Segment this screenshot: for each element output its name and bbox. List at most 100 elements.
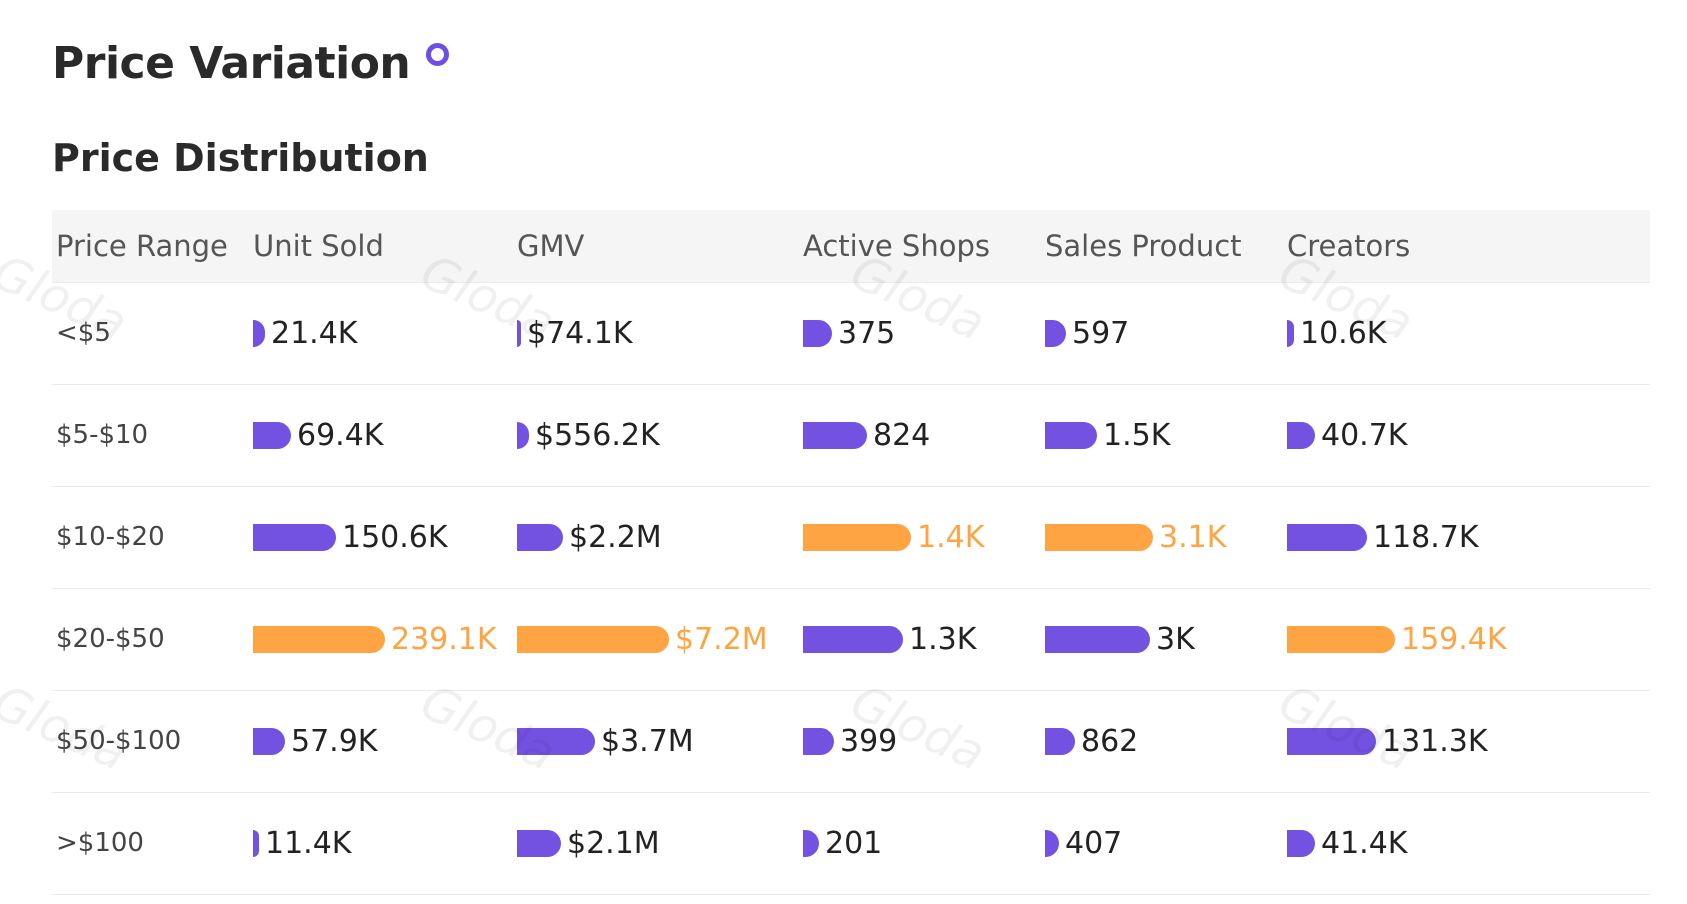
unit-sold-bar (253, 421, 291, 449)
price-range-label: $5-$10 (56, 420, 149, 450)
gmv-value: $2.2M (569, 519, 662, 555)
creators-value: 40.7K (1321, 417, 1408, 453)
table-header: Price Range Unit Sold GMV Active Shops Sales… (52, 210, 1650, 283)
active-shops-bar (803, 523, 911, 551)
sales-product-cell: 3K (1045, 589, 1195, 689)
gmv-bar (517, 829, 561, 857)
sales-product-cell: 3.1K (1045, 487, 1226, 587)
sales-product-value: 597 (1072, 315, 1130, 351)
creators-cell: 159.4K (1287, 589, 1507, 689)
creators-bar (1287, 523, 1367, 551)
active-shops-cell: 824 (803, 385, 930, 485)
sales-product-bar (1045, 727, 1075, 755)
gmv-bar (517, 727, 595, 755)
creators-cell: 118.7K (1287, 487, 1479, 587)
creators-bar (1287, 319, 1294, 347)
creators-cell: 40.7K (1287, 385, 1407, 485)
unit-sold-value: 57.9K (291, 723, 378, 759)
page-title-text: Price Variation (52, 38, 411, 89)
active-shops-bar (803, 829, 819, 857)
gmv-bar (517, 319, 521, 347)
creators-cell: 10.6K (1287, 283, 1386, 383)
unit-sold-bar (253, 319, 265, 347)
gmv-cell: $3.7M (517, 691, 694, 791)
active-shops-bar (803, 727, 834, 755)
active-shops-cell: 1.3K (803, 589, 976, 689)
active-shops-value: 1.3K (909, 621, 977, 657)
gmv-cell: $2.2M (517, 487, 662, 587)
unit-sold-bar (253, 625, 385, 653)
unit-sold-bar (253, 829, 259, 857)
column-header-creators: Creators (1287, 229, 1411, 263)
table-row: $5-$10 69.4K $556.2K 824 1.5K 40.7K (52, 385, 1650, 487)
column-header-price-range: Price Range (56, 229, 228, 263)
unit-sold-cell: 11.4K (253, 793, 351, 893)
column-header-sales-product: Sales Product (1045, 229, 1242, 263)
creators-value: 41.4K (1321, 825, 1408, 861)
column-header-gmv: GMV (517, 229, 585, 263)
sales-product-value: 862 (1081, 723, 1139, 759)
page-title: Price Variation (52, 38, 450, 89)
price-distribution-table: Price Range Unit Sold GMV Active Shops Sales… (52, 210, 1650, 895)
gmv-value: $556.2K (535, 417, 660, 453)
creators-bar (1287, 829, 1315, 857)
price-range-label: $50-$100 (56, 726, 182, 756)
active-shops-bar (803, 625, 903, 653)
gmv-value: $74.1K (527, 315, 633, 351)
active-shops-cell: 1.4K (803, 487, 984, 587)
sales-product-value: 3K (1156, 621, 1195, 657)
table-row: >$100 11.4K $2.1M 201 407 41.4K (52, 793, 1650, 895)
unit-sold-cell: 57.9K (253, 691, 377, 791)
creators-bar (1287, 421, 1315, 449)
active-shops-cell: 201 (803, 793, 882, 893)
unit-sold-value: 239.1K (391, 621, 497, 657)
gmv-cell: $556.2K (517, 385, 660, 485)
active-shops-value: 1.4K (917, 519, 985, 555)
creators-value: 131.3K (1382, 723, 1488, 759)
active-shops-cell: 375 (803, 283, 895, 383)
table-row: $20-$50 239.1K $7.2M 1.3K 3K 159.4K (52, 589, 1650, 691)
gmv-cell: $7.2M (517, 589, 768, 689)
sales-product-bar (1045, 319, 1066, 347)
sales-product-value: 1.5K (1103, 417, 1171, 453)
info-dot-icon[interactable] (426, 43, 450, 66)
sales-product-value: 407 (1065, 825, 1123, 861)
creators-value: 118.7K (1373, 519, 1479, 555)
unit-sold-cell: 150.6K (253, 487, 448, 587)
gmv-value: $7.2M (675, 621, 768, 657)
gmv-bar (517, 523, 563, 551)
table-row: $10-$20 150.6K $2.2M 1.4K 3.1K 118.7K (52, 487, 1650, 589)
price-range-label: $10-$20 (56, 522, 165, 552)
column-header-active-shops: Active Shops (803, 229, 990, 263)
gmv-cell: $74.1K (517, 283, 633, 383)
unit-sold-bar (253, 727, 285, 755)
sales-product-cell: 1.5K (1045, 385, 1170, 485)
gmv-bar (517, 421, 529, 449)
gmv-cell: $2.1M (517, 793, 660, 893)
table-row: <$5 21.4K $74.1K 375 597 10.6K (52, 283, 1650, 385)
sales-product-cell: 862 (1045, 691, 1138, 791)
active-shops-value: 375 (838, 315, 896, 351)
unit-sold-cell: 21.4K (253, 283, 357, 383)
sales-product-cell: 407 (1045, 793, 1122, 893)
creators-value: 159.4K (1401, 621, 1507, 657)
price-range-label: $20-$50 (56, 624, 165, 654)
creators-bar (1287, 727, 1376, 755)
table-body: <$5 21.4K $74.1K 375 597 10.6K $5-$10 69.4K $556… (52, 283, 1650, 895)
unit-sold-cell: 239.1K (253, 589, 497, 689)
sales-product-cell: 597 (1045, 283, 1129, 383)
unit-sold-value: 21.4K (271, 315, 358, 351)
creators-bar (1287, 625, 1395, 653)
sales-product-bar (1045, 523, 1153, 551)
table-row: $50-$100 57.9K $3.7M 399 862 131.3K (52, 691, 1650, 793)
unit-sold-value: 69.4K (297, 417, 384, 453)
unit-sold-bar (253, 523, 336, 551)
price-range-label: >$100 (56, 828, 144, 858)
gmv-value: $2.1M (567, 825, 660, 861)
sales-product-bar (1045, 625, 1150, 653)
price-range-label: <$5 (56, 318, 111, 348)
unit-sold-value: 150.6K (342, 519, 448, 555)
active-shops-cell: 399 (803, 691, 897, 791)
creators-value: 10.6K (1300, 315, 1387, 351)
active-shops-bar (803, 319, 832, 347)
